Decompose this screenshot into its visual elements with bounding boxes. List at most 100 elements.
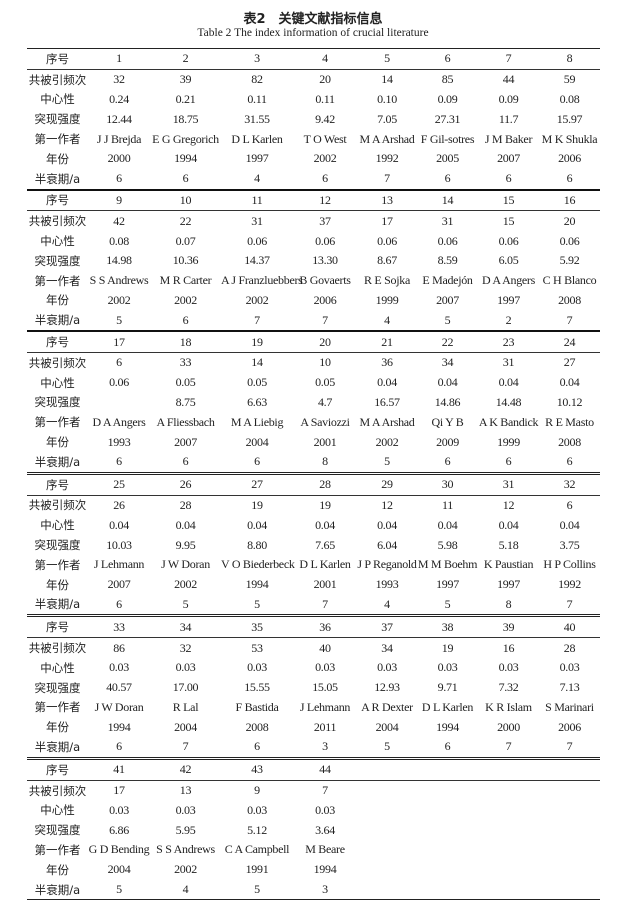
row-label-half-life: 半衰期/a [34, 739, 81, 754]
cell-year: 1992 [375, 151, 399, 166]
cell-seq: 3 [221, 48, 293, 70]
cell-seq: 31 [478, 471, 539, 496]
cell-first-author: T O West [303, 131, 347, 146]
cell-year: 2006 [313, 292, 337, 307]
cell-half-life [539, 879, 600, 900]
row-label-first-author: 第一作者 [34, 415, 81, 430]
cell-year: 1994 [313, 862, 337, 877]
cell-cocitation: 82 [251, 72, 263, 87]
row-label-half-life: 半衰期/a [27, 879, 88, 900]
cell-burst: 5.12 [247, 822, 267, 837]
cell-burst: 12.44 [106, 111, 132, 126]
table-row-centrality: 中心性 0.03 0.03 0.03 0.03 0.03 0.03 0.03 0.03 [27, 658, 600, 678]
cell-seq: 24 [539, 330, 600, 353]
cell-year: 2009 [436, 434, 459, 449]
row-label-cocitation: 共被引频次 [28, 72, 87, 87]
cell-first-author: G D Bending [88, 842, 150, 857]
cell-half-life: 6 [182, 454, 189, 469]
cell-half-life: 4 [384, 596, 390, 611]
cell-half-life: 7 [566, 739, 573, 754]
cell-burst: 16.57 [374, 394, 400, 409]
table-row-burst: 突现强度 6.86 5.95 5.12 3.64 [27, 820, 600, 840]
row-label-year: 年份 [46, 151, 69, 166]
cell-half-life: 6 [116, 596, 122, 611]
row-label-burst: 突现强度 [34, 112, 81, 127]
cell-cocitation: 40 [319, 640, 331, 655]
cell-cocitation: 11 [442, 497, 453, 512]
cell-year: 1997 [497, 577, 520, 592]
cell-year: 2002 [107, 292, 131, 307]
cell-burst: 14.86 [434, 394, 461, 409]
cell-first-author: K Paustian [483, 557, 534, 572]
cell-centrality: 0.04 [377, 517, 397, 532]
cell-burst: 27.31 [434, 111, 461, 126]
cell-first-author: R E Sojka [364, 273, 410, 288]
cell-cocitation: 34 [441, 355, 454, 370]
cell-centrality: 0.04 [315, 517, 335, 532]
cell-seq: 43 [221, 756, 293, 781]
cell-centrality [357, 800, 417, 820]
cell-burst: 7.32 [498, 680, 519, 695]
cell-burst: 17.00 [172, 680, 199, 695]
cell-seq [417, 756, 478, 781]
row-label-seq: 序号 [27, 471, 88, 496]
cell-seq: 22 [417, 330, 478, 353]
cell-year: 1993 [375, 577, 399, 592]
cell-seq: 37 [357, 614, 417, 639]
table-row-year: 年份 1993 2007 2004 2001 2002 2009 1999 2008 [27, 432, 600, 452]
cell-burst: 14.48 [495, 394, 522, 409]
cell-burst: 14.37 [244, 253, 270, 268]
row-label-centrality: 中心性 [40, 234, 75, 249]
row-label-burst: 突现强度 [34, 823, 81, 838]
table-row-cocitation: 共被引频次 6 33 14 10 36 34 31 27 [27, 352, 600, 372]
cell-first-author: D A Angers [92, 414, 146, 429]
cell-year: 2004 [375, 719, 399, 734]
cell-year: 2002 [313, 151, 337, 166]
cell-cocitation: 36 [381, 355, 393, 370]
cell-burst: 8.67 [377, 253, 397, 268]
cell-first-author: M M Boehm [417, 557, 478, 572]
cell-cocitation: 42 [113, 213, 125, 228]
cell-centrality: 0.03 [315, 802, 335, 817]
cell-half-life: 6 [505, 171, 512, 186]
cell-first-author: J Lehmann [299, 699, 351, 714]
cell-seq: 15 [478, 188, 539, 212]
cell-year [478, 860, 539, 880]
cell-seq: 1 [88, 48, 150, 70]
cell-centrality: 0.05 [315, 375, 335, 390]
cell-cocitation: 19 [319, 497, 331, 512]
table-row-year: 年份 2000 1994 1997 2002 1992 2005 2007 2006 [27, 149, 600, 169]
cell-first-author: A R Dexter [361, 699, 413, 714]
cell-first-author: M A Arshad [359, 131, 415, 146]
cell-half-life: 6 [566, 454, 573, 469]
cell-centrality: 0.11 [247, 91, 267, 106]
cell-centrality: 0.05 [175, 375, 196, 390]
table-row-cocitation: 共被引频次 26 28 19 19 12 11 12 6 [27, 495, 600, 515]
cell-first-author: M R Carter [159, 273, 212, 288]
cell-year: 2006 [558, 719, 581, 734]
table-row-half-life: 半衰期/a 6 6 6 8 5 6 6 6 [27, 452, 600, 473]
row-label-cocitation: 共被引频次 [28, 783, 87, 798]
cell-burst: 8.59 [437, 253, 458, 268]
cell-centrality: 0.03 [175, 802, 196, 817]
cell-first-author [417, 840, 478, 860]
cell-half-life: 6 [444, 739, 451, 754]
row-label-year: 年份 [46, 720, 69, 735]
cell-burst: 15.97 [556, 111, 583, 126]
cell-year: 2008 [558, 292, 581, 307]
table-row-first-author: 第一作者 J J Brejda E G Gregorich D L Karlen T O… [27, 129, 600, 149]
cell-cocitation: 32 [179, 640, 192, 655]
cell-cocitation: 34 [381, 640, 393, 655]
cell-year [357, 860, 417, 880]
cell-year: 2008 [558, 434, 581, 449]
cell-centrality: 0.03 [498, 660, 519, 675]
cell-first-author: J W Doran [161, 557, 210, 572]
cell-centrality: 0.04 [377, 375, 397, 390]
cell-seq: 21 [357, 330, 417, 353]
table-row-burst: 突现强度 40.57 17.00 15.55 15.05 12.93 9.71 7.32 7.1… [27, 678, 600, 698]
cell-half-life: 7 [322, 596, 328, 611]
cell-burst: 10.12 [556, 394, 583, 409]
row-label-centrality: 中心性 [40, 92, 75, 107]
cell-cocitation [357, 780, 417, 800]
cell-first-author: J W Doran [94, 699, 144, 714]
